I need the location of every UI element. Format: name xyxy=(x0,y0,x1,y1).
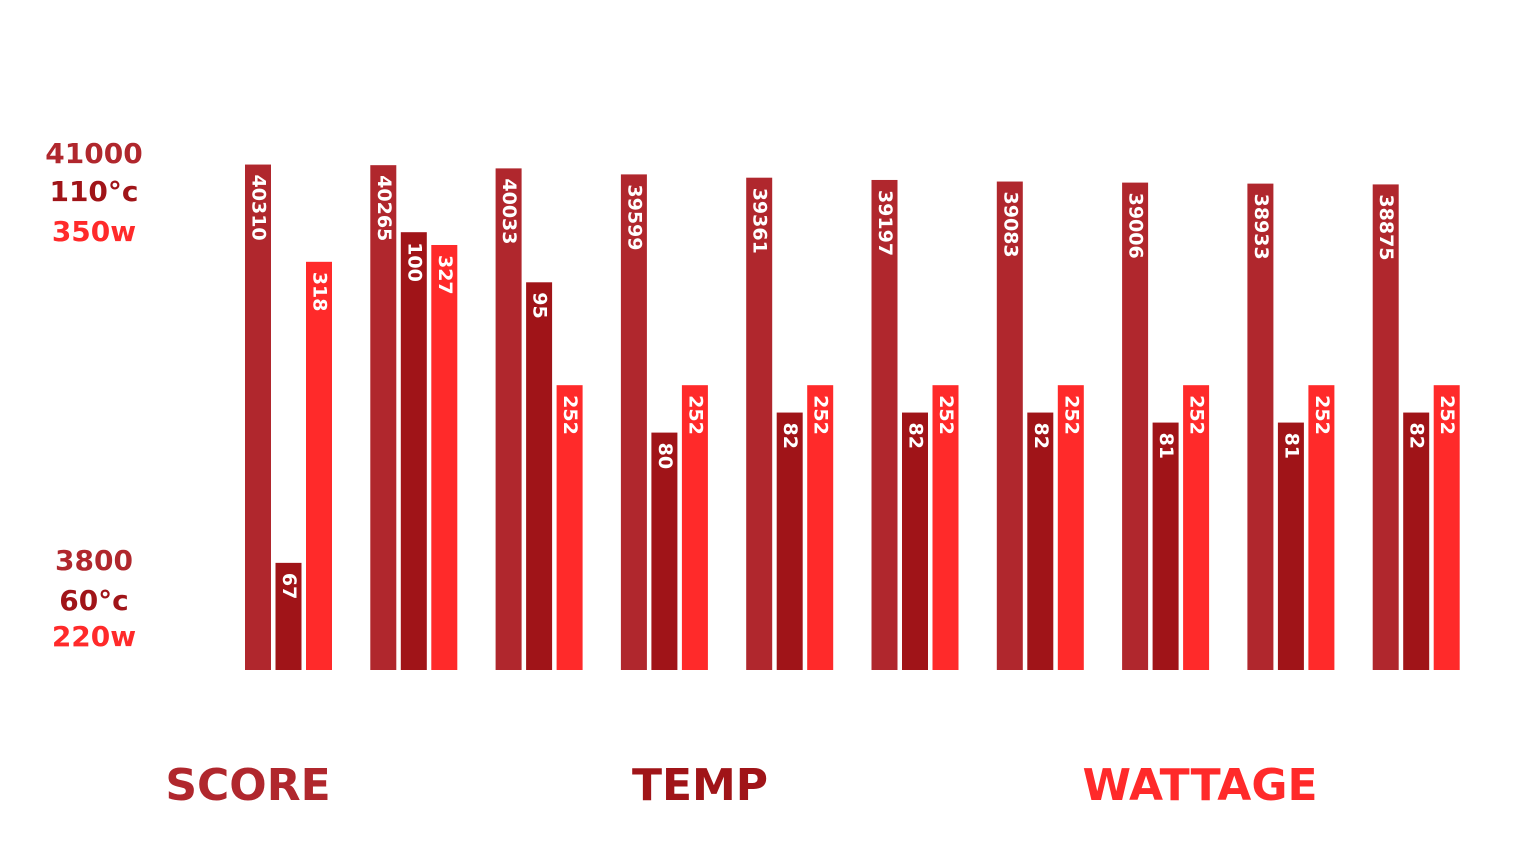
bar xyxy=(495,168,522,670)
value-label: 327 xyxy=(434,255,456,295)
y-tick-label: 3800 xyxy=(55,544,133,577)
value-label: 39197 xyxy=(874,190,896,256)
bar xyxy=(275,562,302,670)
value-label: 67 xyxy=(278,573,300,599)
value-label: 38933 xyxy=(1250,194,1272,260)
value-label: 82 xyxy=(905,423,927,449)
bar xyxy=(400,232,427,670)
value-label: 38875 xyxy=(1375,194,1397,260)
value-label: 252 xyxy=(1060,395,1082,435)
value-label: 82 xyxy=(1030,423,1052,449)
bar xyxy=(1057,385,1084,670)
bar xyxy=(556,385,583,670)
value-label: 82 xyxy=(779,423,801,449)
value-label: 318 xyxy=(309,272,331,312)
y-tick-label: 41000 xyxy=(45,137,142,170)
value-label: 252 xyxy=(810,395,832,435)
value-label: 81 xyxy=(1155,433,1177,459)
bar xyxy=(746,177,773,670)
bar xyxy=(1277,422,1304,670)
bar xyxy=(1152,422,1179,670)
value-label: 95 xyxy=(529,292,551,318)
bar xyxy=(1403,412,1430,670)
bar xyxy=(620,174,647,670)
value-label: 39361 xyxy=(749,188,771,254)
bar xyxy=(807,385,834,670)
value-label: 80 xyxy=(654,443,676,469)
y-tick-label: 110°c xyxy=(49,175,138,208)
legend-label: TEMP xyxy=(632,760,768,811)
bar xyxy=(370,165,397,670)
value-label: 82 xyxy=(1406,423,1428,449)
value-label: 40033 xyxy=(498,178,520,244)
bar xyxy=(902,412,928,670)
bar xyxy=(996,181,1023,670)
value-label: 81 xyxy=(1280,433,1302,459)
bar xyxy=(1308,385,1335,670)
y-tick-label: 350w xyxy=(52,215,136,248)
value-label: 39083 xyxy=(999,192,1021,258)
value-label: 252 xyxy=(935,395,957,435)
bar xyxy=(1247,183,1274,670)
bar xyxy=(526,282,553,670)
bar xyxy=(776,412,803,670)
bar xyxy=(1122,182,1149,670)
value-label: 39599 xyxy=(623,184,645,250)
bar xyxy=(932,385,959,670)
bar xyxy=(1183,385,1210,670)
value-label: 252 xyxy=(559,395,581,435)
bar xyxy=(1372,184,1399,670)
y-tick-label: 60°c xyxy=(59,584,129,617)
bar xyxy=(681,385,708,670)
bar xyxy=(1433,385,1460,670)
value-label: 40310 xyxy=(248,175,270,241)
value-label: 100 xyxy=(403,242,425,282)
value-label: 252 xyxy=(1311,395,1333,435)
bar xyxy=(245,164,271,670)
bar xyxy=(651,432,678,670)
legend-label: SCORE xyxy=(165,760,330,811)
value-label: 252 xyxy=(1186,395,1208,435)
value-label: 252 xyxy=(1436,395,1458,435)
bar xyxy=(431,244,458,670)
bar xyxy=(871,179,898,671)
value-label: 39006 xyxy=(1125,193,1147,259)
bar xyxy=(306,261,332,670)
bar xyxy=(1027,412,1054,670)
value-label: 40265 xyxy=(373,175,395,241)
y-tick-label: 220w xyxy=(52,620,136,653)
value-label: 252 xyxy=(684,395,706,435)
legend-label: WATTAGE xyxy=(1082,760,1317,811)
